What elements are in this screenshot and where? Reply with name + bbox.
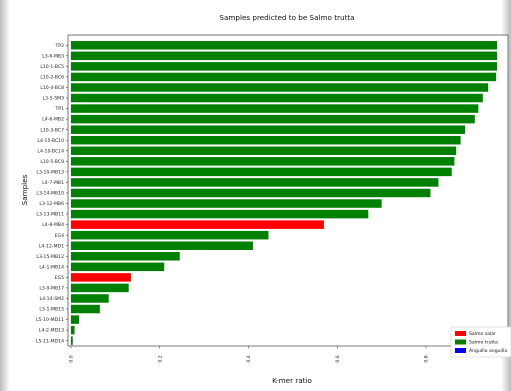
legend-swatch bbox=[455, 331, 466, 336]
bar bbox=[71, 72, 497, 82]
y-tick-label: TP1 bbox=[55, 106, 65, 112]
y-tick-label: L4-6-MB2 bbox=[42, 117, 64, 123]
x-tick-label: 0.4 bbox=[246, 355, 252, 362]
y-tick-label: L4-1-MB14 bbox=[39, 264, 64, 270]
chart-title: Samples predicted to be Salmo trutta bbox=[219, 13, 354, 22]
y-tick-label: L3-5-SM3 bbox=[42, 96, 64, 102]
y-tick-labels: TP2 L3-6-MB3 L10-1-BC5 L10-2-BC6 L10-4-BC8 L3… bbox=[36, 43, 68, 344]
bar bbox=[71, 294, 109, 303]
y-tick-label: L3-15-MB12 bbox=[36, 254, 64, 260]
legend-label: Salmo salar bbox=[469, 331, 496, 337]
y-tick-label: L3-6-MB3 bbox=[42, 53, 64, 59]
bar bbox=[71, 157, 455, 166]
bars-layer bbox=[71, 41, 497, 345]
y-tick-label: TP2 bbox=[55, 43, 65, 49]
x-axis-label: K-mer ratio bbox=[272, 376, 312, 385]
y-tick-label: L3-9-MB17 bbox=[39, 286, 64, 292]
y-tick-label: L3-1-MB15 bbox=[39, 307, 64, 313]
bar bbox=[71, 241, 253, 250]
bar bbox=[71, 304, 100, 314]
y-tick-label: L3-13-MB11 bbox=[36, 212, 64, 218]
y-tick-label: EG5 bbox=[55, 275, 64, 281]
y-tick-label: L10-5-BC9 bbox=[40, 159, 64, 165]
bar bbox=[71, 325, 75, 335]
bar bbox=[71, 336, 73, 345]
legend-label: Salmo trutta bbox=[469, 340, 498, 346]
x-tick-label: 0.0 bbox=[69, 355, 75, 362]
y-tick-label: EG4 bbox=[55, 233, 64, 239]
bar bbox=[71, 262, 165, 272]
y-tick-label: L5-11-MD14 bbox=[36, 338, 64, 344]
x-tick-label: 0.8 bbox=[424, 355, 430, 362]
y-tick-label: L4-12-MD1 bbox=[39, 243, 64, 249]
bar bbox=[71, 167, 452, 177]
bar bbox=[71, 93, 483, 103]
bar bbox=[71, 283, 129, 293]
legend-swatch bbox=[455, 348, 466, 353]
x-ticks: 0.0 0.2 0.4 0.6 0.8 bbox=[69, 346, 430, 363]
bar bbox=[71, 199, 382, 208]
legend-swatch bbox=[455, 339, 466, 345]
bar bbox=[71, 220, 324, 229]
legend: Salmo salar Salmo trutta Anguilla anguilla bbox=[450, 326, 511, 358]
legend-label: Anguilla anguilla bbox=[469, 348, 507, 354]
y-tick-label: L4-14-SM2 bbox=[40, 296, 65, 302]
y-tick-label: L4-2-MD13 bbox=[39, 328, 64, 334]
bar bbox=[71, 125, 466, 134]
bar bbox=[71, 273, 131, 282]
bar bbox=[71, 146, 457, 156]
y-tick-label: L4-10-BC14 bbox=[37, 148, 64, 154]
bar bbox=[71, 252, 180, 261]
y-tick-label: L3-10-MB13 bbox=[36, 169, 64, 175]
y-tick-label: L3-14-MB10 bbox=[36, 191, 64, 197]
bar bbox=[71, 62, 497, 71]
bar bbox=[71, 135, 461, 145]
bar bbox=[71, 188, 431, 198]
bar bbox=[71, 114, 475, 124]
bar bbox=[71, 41, 497, 50]
bar bbox=[71, 230, 269, 240]
y-tick-label: L10-1-BC5 bbox=[40, 64, 64, 70]
y-axis-label: Samples bbox=[20, 174, 29, 205]
bar bbox=[71, 209, 369, 219]
y-tick-label: L10-4-BC8 bbox=[40, 85, 64, 91]
y-tick-label: L10-2-BC6 bbox=[40, 75, 64, 81]
bar bbox=[71, 83, 489, 92]
y-tick-label: L4-15-BC10 bbox=[37, 138, 64, 144]
x-tick-label: 0.6 bbox=[335, 355, 341, 362]
y-tick-label: L3-12-MB6 bbox=[39, 201, 64, 207]
y-tick-label: L4-8-MB4 bbox=[42, 222, 64, 228]
bar bbox=[71, 104, 479, 113]
y-tick-label: L5-10-MD11 bbox=[36, 317, 64, 323]
bar bbox=[71, 51, 497, 61]
y-tick-label: L10-3-BC7 bbox=[40, 127, 64, 133]
x-tick-label: 0.2 bbox=[157, 355, 163, 362]
bar bbox=[71, 315, 79, 324]
legend-box bbox=[450, 326, 511, 358]
y-tick-label: L4-7-MB1 bbox=[42, 180, 64, 186]
bar bbox=[71, 178, 439, 187]
